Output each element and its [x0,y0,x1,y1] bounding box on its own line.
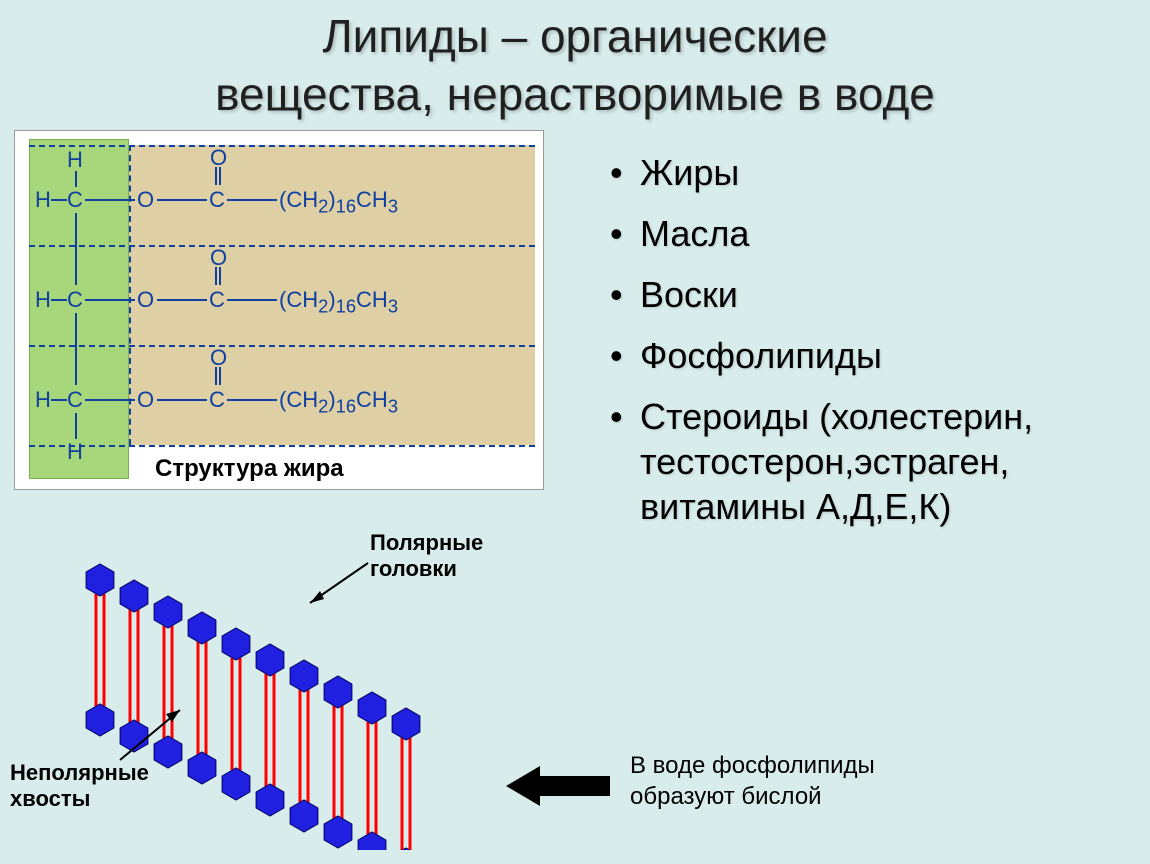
title-line-1: Липиды – органические [322,10,827,62]
atom-H: H [67,147,83,173]
atom-C: C [67,387,83,413]
dash [29,145,535,147]
bond [75,171,77,187]
bond [227,399,277,401]
list-item: Жиры [600,150,1130,195]
bond [51,299,67,301]
atom-C: C [67,287,83,313]
bond [75,313,77,385]
big-arrow-icon [500,760,620,810]
atom-O: O [210,145,227,171]
bond [51,399,67,401]
bond [85,299,135,301]
atom-H: H [67,439,83,465]
bond [157,399,207,401]
atom-H: H [35,187,51,213]
bond [227,299,277,301]
bond [227,199,277,201]
slide-title: Липиды – органические вещества, нераство… [0,0,1150,123]
chain: (CH2)16CH3 [279,187,398,217]
atom-H: H [35,387,51,413]
list-item: Масла [600,211,1130,256]
chain: (CH2)16CH3 [279,287,398,317]
chain: (CH2)16CH3 [279,387,398,417]
bilayer-footnote: В воде фосфолипидыобразуют бислой [630,750,1050,812]
atom-O: O [137,187,154,213]
bond [75,413,77,439]
arrow-to-tails [110,700,200,770]
atom-C: C [67,187,83,213]
title-line-2: вещества, нерастворимые в воде [215,68,935,120]
atom-O: O [210,345,227,371]
lipid-types-list: Жиры Масла Воски Фосфолипиды Стероиды (х… [600,150,1130,545]
atom-C: C [209,187,225,213]
atom-C: C [209,287,225,313]
bond [75,213,77,285]
atom-C: C [209,387,225,413]
bond [157,299,207,301]
dash [29,345,535,347]
structure-caption: Структура жира [155,455,344,483]
dash [29,245,535,247]
bond [85,399,135,401]
atom-H: H [35,287,51,313]
atom-O: O [210,245,227,271]
triglyceride-structure: H H C O C O (CH2)16CH3 H C O C O (CH2)16… [14,130,544,490]
bond [157,199,207,201]
arrow-to-heads [300,555,380,615]
atom-O: O [137,287,154,313]
label-polar-heads: Полярныеголовки [370,530,483,583]
bond [51,199,67,201]
list-item: Стероиды (холестерин, тестостерон,эстраг… [600,394,1130,529]
dash [29,445,535,447]
bond [85,199,135,201]
list-item: Фосфолипиды [600,333,1130,378]
atom-O: O [137,387,154,413]
list-item: Воски [600,272,1130,317]
